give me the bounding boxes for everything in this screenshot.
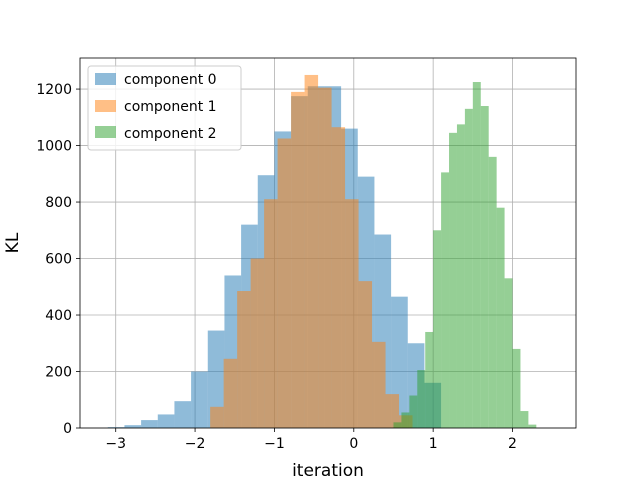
histogram-bar xyxy=(520,411,529,428)
legend-swatch-component-1 xyxy=(95,100,116,112)
x-tick-label: 0 xyxy=(349,436,358,452)
y-tick-label: 1200 xyxy=(36,82,72,98)
x-tick-label: −3 xyxy=(105,436,126,452)
series-component-2 xyxy=(393,82,537,429)
series-component-1 xyxy=(210,74,413,428)
histogram-bar xyxy=(141,420,158,428)
y-axis-label: KL xyxy=(3,232,23,253)
y-tick-label: 0 xyxy=(63,421,72,437)
y-tick-label: 800 xyxy=(45,195,72,211)
histogram-bar xyxy=(358,281,373,428)
histogram-bar xyxy=(433,230,442,428)
histogram-bar xyxy=(264,199,278,428)
histogram-bar xyxy=(174,401,192,428)
legend: component 0 component 1 component 2 xyxy=(87,65,242,151)
histogram-bar xyxy=(456,124,465,428)
histogram-bar xyxy=(210,406,224,428)
histogram-bar xyxy=(191,371,208,428)
histogram-bar xyxy=(441,172,450,428)
histogram-bar xyxy=(250,258,265,428)
histogram-bars xyxy=(107,74,537,429)
x-tick-label: 1 xyxy=(429,436,438,452)
histogram-bar xyxy=(385,394,400,428)
histogram-bar xyxy=(480,106,489,429)
histogram-bar xyxy=(488,156,497,428)
x-tick-label: 2 xyxy=(508,436,517,452)
legend-box xyxy=(87,65,242,151)
y-tick-label: 400 xyxy=(45,308,72,324)
legend-label-component-2: component 2 xyxy=(124,126,217,142)
histogram-bar xyxy=(417,370,426,428)
histogram-bar xyxy=(409,395,418,428)
x-axis-label: iteration xyxy=(292,461,364,480)
histogram-bar xyxy=(223,358,238,428)
legend-label-component-0: component 0 xyxy=(124,72,217,88)
plot-frame xyxy=(79,57,577,429)
y-tick-label: 1000 xyxy=(36,139,72,155)
histogram-bar xyxy=(107,427,125,428)
x-tick-label: −2 xyxy=(185,436,206,452)
legend-label-component-1: component 1 xyxy=(124,99,217,115)
histogram-bar xyxy=(401,412,410,428)
y-tick-label: 200 xyxy=(45,365,72,381)
x-tick-label: −1 xyxy=(264,436,285,452)
histogram-bar xyxy=(393,422,402,428)
axis-ticks: −3 −2 −1 0 1 2 0 200 400 600 800 1000 1200 xyxy=(36,82,517,452)
histogram-bar xyxy=(304,74,319,428)
histogram-bar xyxy=(496,207,505,428)
histogram-bar xyxy=(291,91,305,428)
histogram-bar xyxy=(318,87,332,428)
histogram-bar xyxy=(425,331,434,428)
histogram-bar xyxy=(504,278,513,428)
histogram-bar xyxy=(472,82,481,429)
legend-swatch-component-0 xyxy=(95,73,116,85)
histogram-bar xyxy=(345,199,359,428)
legend-swatch-component-2 xyxy=(95,126,116,138)
histogram-bar xyxy=(331,127,346,428)
histogram-bar xyxy=(512,348,521,428)
histogram-bar xyxy=(124,425,142,428)
histogram-bar xyxy=(207,330,225,428)
histogram-bar xyxy=(449,132,457,428)
histogram-bar xyxy=(372,341,386,428)
histogram-bar xyxy=(237,291,251,428)
histogram-bar xyxy=(157,414,175,428)
histogram-bar xyxy=(277,138,292,428)
y-tick-label: 600 xyxy=(45,252,72,268)
histogram-bar xyxy=(528,424,537,428)
histogram-bar xyxy=(464,108,473,428)
